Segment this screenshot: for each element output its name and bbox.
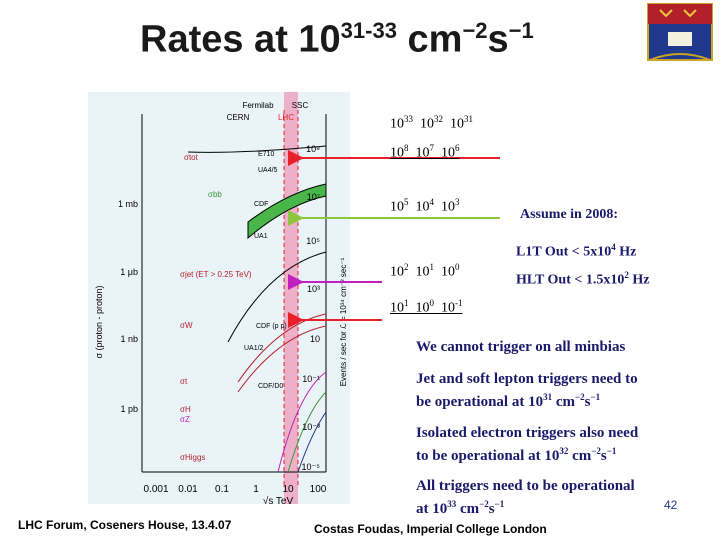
point-label: CDF/D0: [258, 383, 283, 390]
y-left-axis-label: σ (proton - proton): [94, 285, 104, 358]
point-label: E710: [258, 151, 274, 158]
assume-2008-note: Assume in 2008:: [520, 207, 619, 222]
luminosity-labels: 1033 1032 1031: [390, 114, 473, 132]
isolated-electron-note: Isolated electron triggers also need to …: [416, 425, 639, 464]
series-label: σH: [180, 405, 191, 414]
series-label: σbb: [208, 190, 222, 199]
y-left-tick-label: 1 nb: [120, 334, 138, 344]
y-right-tick-label: 10: [310, 334, 320, 344]
series-label: σW: [180, 321, 193, 330]
y-left-tick-label: 1 μb: [120, 267, 138, 277]
x-tick-label: 1: [253, 484, 259, 495]
minbias-note: We cannot trigger on all minbias: [416, 339, 626, 355]
cross-section-plot: 0.001 0.01 0.1 1 10 100 √s TeV 1 mb 1 μb 1 nb 1 pb…: [88, 92, 350, 507]
y-right-tick-label: 10³: [307, 284, 320, 294]
y-right-tick-label: 10⁻¹: [302, 374, 320, 384]
rate-labels-row-4: 101 100 10-1: [390, 298, 463, 316]
x-tick-label: 100: [310, 484, 327, 495]
rate-labels-row-3: 102 101 100: [390, 262, 460, 280]
rate-labels-row-2: 105 104 103: [390, 197, 460, 215]
y-right-tick-label: 10⁻⁵: [302, 462, 321, 472]
series-label: σjet (ET > 0.25 TeV): [180, 270, 252, 279]
point-label: UA1: [254, 233, 268, 240]
sigma-jet-curve: [227, 251, 327, 343]
rate-labels-row-1: 108 107 106: [390, 143, 460, 161]
sigma-bb-band: [247, 183, 327, 240]
series-label: σHiggs: [180, 453, 205, 462]
top-label: SSC: [292, 101, 309, 110]
x-tick-label: 10: [282, 484, 294, 495]
imperial-college-crest-logo: [647, 3, 713, 61]
page-number: 42: [664, 498, 678, 512]
y-right-axis-label: Events / sec for ℒ = 10³⁴ cm⁻² sec⁻¹: [339, 257, 348, 386]
hlt-out-note: HLT Out < 1.5x102 Hz: [516, 270, 650, 288]
y-left-tick-label: 1 pb: [120, 404, 138, 414]
y-right-tick-label: 10⁻³: [302, 422, 320, 432]
point-label: CDF (p p): [256, 323, 287, 330]
all-triggers-note: All triggers need to be operational at 1…: [416, 478, 635, 517]
jet-lepton-note: Jet and soft lepton triggers need to be …: [416, 371, 638, 410]
point-label: UA1/2: [244, 345, 264, 352]
y-left-tick-label: 1 mb: [118, 199, 138, 209]
sigma-z-curve: [237, 325, 327, 393]
series-label: σtot: [184, 153, 199, 162]
point-label: CDF: [254, 201, 268, 208]
sigma-higgs-curve: [297, 411, 327, 473]
sigma-t-curve: [277, 371, 327, 473]
x-tick-label: 0.01: [178, 484, 198, 495]
sigma-h-curve: [287, 391, 327, 473]
slide-title: Rates at 1031-33 cm−2s−1: [140, 18, 534, 61]
sigma-tot-curve: [187, 145, 327, 153]
y-right-tick-label: 10⁷: [307, 192, 320, 202]
sigma-w-curve: [237, 313, 327, 383]
series-label: σt: [180, 377, 188, 386]
y-right-tick-label: 10⁵: [306, 236, 320, 246]
x-tick-label: 0.1: [215, 484, 229, 495]
l1t-out-note: L1T Out < 5x104 Hz: [516, 242, 637, 260]
footer-author: Costas Foudas, Imperial College London: [314, 522, 547, 536]
footer-event: LHC Forum, Coseners House, 13.4.07: [18, 518, 232, 532]
top-label: LHC: [278, 113, 294, 122]
y-right-tick-label: 10⁹: [306, 144, 320, 154]
top-label: CERN: [227, 113, 250, 122]
top-label: Fermilab: [242, 101, 274, 110]
x-tick-label: 0.001: [143, 484, 168, 495]
point-label: UA4/5: [258, 167, 278, 174]
series-label: σZ: [180, 415, 190, 424]
